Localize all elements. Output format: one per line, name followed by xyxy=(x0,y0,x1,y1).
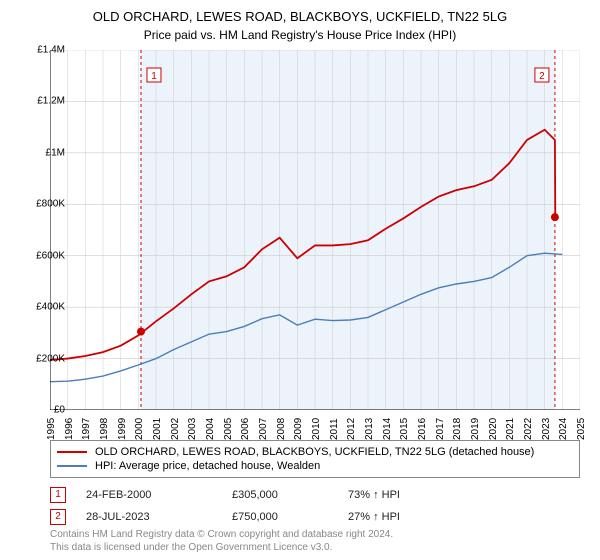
marker-delta: 73% ↑ HPI xyxy=(348,489,498,501)
x-tick-label: 2014 xyxy=(382,418,393,440)
x-tick-label: 2019 xyxy=(470,418,481,440)
footer-line: Contains HM Land Registry data © Crown c… xyxy=(50,528,580,541)
x-tick-label: 2004 xyxy=(205,418,216,440)
footer-attribution: Contains HM Land Registry data © Crown c… xyxy=(50,528,580,554)
marker-price: £750,000 xyxy=(232,511,342,523)
marker-table: 1 24-FEB-2000 £305,000 73% ↑ HPI 2 28-JU… xyxy=(50,484,580,528)
x-tick-label: 2021 xyxy=(505,418,516,440)
legend-label: HPI: Average price, detached house, Weal… xyxy=(95,460,320,472)
x-tick-label: 2023 xyxy=(541,418,552,440)
marker-date: 24-FEB-2000 xyxy=(86,489,226,501)
legend: OLD ORCHARD, LEWES ROAD, BLACKBOYS, UCKF… xyxy=(50,440,580,478)
y-tick-label: £1.4M xyxy=(25,45,65,56)
marker-price: £305,000 xyxy=(232,489,342,501)
x-tick-label: 2010 xyxy=(311,418,322,440)
x-tick-label: 1998 xyxy=(99,418,110,440)
marker-date: 28-JUL-2023 xyxy=(86,511,226,523)
x-tick-label: 2002 xyxy=(170,418,181,440)
svg-text:1: 1 xyxy=(151,71,157,82)
x-tick-label: 2024 xyxy=(558,418,569,440)
x-tick-label: 2018 xyxy=(452,418,463,440)
y-tick-label: £1.2M xyxy=(25,96,65,107)
x-tick-label: 2025 xyxy=(576,418,587,440)
x-tick-label: 2008 xyxy=(276,418,287,440)
x-tick-label: 2012 xyxy=(346,418,357,440)
x-tick-label: 1995 xyxy=(46,418,57,440)
y-tick-label: £0 xyxy=(25,405,65,416)
x-tick-label: 2013 xyxy=(364,418,375,440)
x-tick-label: 2006 xyxy=(240,418,251,440)
marker-row: 2 28-JUL-2023 £750,000 27% ↑ HPI xyxy=(50,506,580,528)
x-tick-label: 1997 xyxy=(81,418,92,440)
x-tick-label: 2020 xyxy=(488,418,499,440)
legend-item: OLD ORCHARD, LEWES ROAD, BLACKBOYS, UCKF… xyxy=(57,445,573,459)
x-tick-label: 2015 xyxy=(399,418,410,440)
x-tick-label: 1996 xyxy=(64,418,75,440)
x-tick-label: 2000 xyxy=(134,418,145,440)
chart-subtitle: Price paid vs. HM Land Registry's House … xyxy=(0,26,600,42)
legend-swatch xyxy=(57,451,87,453)
x-tick-label: 2005 xyxy=(223,418,234,440)
legend-label: OLD ORCHARD, LEWES ROAD, BLACKBOYS, UCKF… xyxy=(95,446,534,458)
marker-badge: 1 xyxy=(50,487,66,503)
x-tick-label: 2009 xyxy=(293,418,304,440)
footer-line: This data is licensed under the Open Gov… xyxy=(50,541,580,554)
y-tick-label: £800K xyxy=(25,199,65,210)
y-tick-label: £600K xyxy=(25,250,65,261)
x-tick-label: 2011 xyxy=(329,418,340,440)
x-tick-label: 2016 xyxy=(417,418,428,440)
marker-row: 1 24-FEB-2000 £305,000 73% ↑ HPI xyxy=(50,484,580,506)
y-tick-label: £400K xyxy=(25,302,65,313)
svg-text:2: 2 xyxy=(539,71,545,82)
y-tick-label: £1M xyxy=(25,147,65,158)
chart-title: OLD ORCHARD, LEWES ROAD, BLACKBOYS, UCKF… xyxy=(0,0,600,26)
marker-badge: 2 xyxy=(50,509,66,525)
chart-area: 12 xyxy=(50,50,580,410)
x-tick-label: 2001 xyxy=(152,418,163,440)
x-tick-label: 2007 xyxy=(258,418,269,440)
marker-delta: 27% ↑ HPI xyxy=(348,511,498,523)
y-tick-label: £200K xyxy=(25,353,65,364)
chart-svg: 12 xyxy=(50,50,580,410)
x-tick-label: 2017 xyxy=(435,418,446,440)
x-tick-label: 2003 xyxy=(187,418,198,440)
x-tick-label: 1999 xyxy=(117,418,128,440)
x-tick-label: 2022 xyxy=(523,418,534,440)
legend-item: HPI: Average price, detached house, Weal… xyxy=(57,459,573,473)
legend-swatch xyxy=(57,465,87,467)
